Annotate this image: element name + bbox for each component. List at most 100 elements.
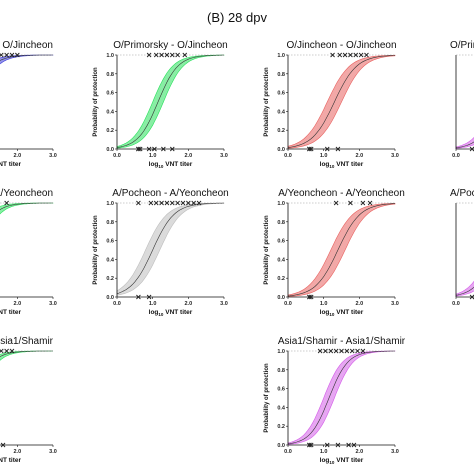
panel-title: - Asia1/Shamir bbox=[0, 336, 54, 347]
protected-marker bbox=[333, 200, 339, 206]
protected-marker bbox=[182, 52, 188, 58]
panel-partial-1: - A/Yeoncheon 2.0 3.0 VNT titer bbox=[0, 188, 57, 316]
protected-marker bbox=[180, 200, 186, 206]
x-tick-label: 0.0 bbox=[452, 301, 460, 307]
protected-marker bbox=[4, 200, 9, 206]
unprotected-marker bbox=[0, 442, 6, 448]
unprotected-marker bbox=[469, 294, 474, 300]
y-tick-label: 0.8 bbox=[106, 220, 114, 226]
y-tick-label: 0.0 bbox=[277, 443, 285, 449]
panel-title: - A/Yeoncheon bbox=[0, 188, 53, 199]
y-tick-label: 0.2 bbox=[277, 128, 285, 134]
protected-marker bbox=[337, 52, 343, 58]
x-tick-label: 3.0 bbox=[49, 301, 57, 307]
protected-marker bbox=[159, 200, 164, 206]
x-tick-label: 3.0 bbox=[391, 301, 399, 307]
unprotected-marker bbox=[469, 146, 474, 152]
x-tick-label: 1.0 bbox=[320, 301, 328, 307]
protected-marker bbox=[353, 52, 359, 58]
x-tick-label: 2.0 bbox=[185, 153, 193, 159]
x-tick-label: 2.0 bbox=[356, 301, 364, 307]
fitted-curve bbox=[287, 350, 395, 445]
y-tick-label: 1.0 bbox=[277, 53, 285, 59]
x-axis-label: VNT titer bbox=[0, 457, 22, 464]
protected-marker bbox=[358, 52, 364, 58]
x-tick-label: 2.0 bbox=[185, 301, 193, 307]
y-tick-label: 0.8 bbox=[277, 220, 285, 226]
confidence-band bbox=[116, 202, 225, 296]
y-tick-label: 0.2 bbox=[277, 276, 285, 282]
x-tick-label: 3.0 bbox=[220, 301, 228, 307]
protected-marker bbox=[317, 348, 323, 354]
x-axis-label: log10 VNT titer bbox=[149, 161, 193, 169]
unprotected-marker bbox=[351, 442, 357, 448]
protected-marker bbox=[349, 348, 355, 354]
y-tick-label: 0.0 bbox=[106, 147, 114, 153]
protected-marker bbox=[360, 200, 366, 206]
y-tick-label: 0.0 bbox=[277, 295, 285, 301]
y-tick-label: 0.8 bbox=[277, 368, 285, 374]
protected-marker bbox=[339, 348, 344, 354]
y-tick-label: 0.0 bbox=[277, 147, 285, 153]
protected-marker bbox=[191, 200, 197, 206]
y-tick-label: 1.0 bbox=[277, 349, 285, 355]
x-tick-label: 3.0 bbox=[391, 153, 399, 159]
x-axis-label: log10 VNT titer bbox=[320, 161, 364, 169]
y-tick-label: 1.0 bbox=[106, 201, 114, 207]
y-tick-label: 0.4 bbox=[277, 405, 286, 411]
y-tick-label: 1.0 bbox=[106, 53, 114, 59]
x-tick-label: 3.0 bbox=[391, 449, 399, 455]
panel-5: Asia1/Shamir - Asia1/Shamir 0.0 1.0 2.0 3.0 0… bbox=[264, 336, 406, 465]
unprotected-marker bbox=[324, 442, 330, 448]
protected-marker bbox=[342, 52, 348, 58]
confidence-band bbox=[0, 54, 54, 65]
protected-marker bbox=[0, 52, 4, 58]
x-tick-label: 3.0 bbox=[49, 153, 57, 159]
y-tick-label: 0.6 bbox=[106, 239, 114, 245]
x-tick-label: 2.0 bbox=[14, 449, 22, 455]
y-tick-label: 0.6 bbox=[106, 91, 114, 97]
x-axis-label: VNT titer bbox=[0, 309, 22, 316]
x-axis-label: log10 VNT titer bbox=[320, 457, 364, 465]
protected-marker bbox=[169, 200, 175, 206]
panel-partial-0: - O/Jincheon 2.0 3.0 VNT titer bbox=[0, 40, 57, 168]
panel-title: A/Pocheon - A/Yeoncheon bbox=[112, 188, 228, 199]
x-tick-label: 3.0 bbox=[49, 449, 57, 455]
protected-marker bbox=[330, 52, 335, 58]
panel-partial-2: - Asia1/Shamir 2.0 3.0 VNT titer bbox=[0, 336, 57, 464]
protected-marker bbox=[15, 52, 20, 58]
y-axis-label: Probability of protection bbox=[264, 215, 270, 285]
confidence-band bbox=[116, 54, 225, 149]
unprotected-marker bbox=[146, 146, 152, 152]
y-tick-label: 0.4 bbox=[106, 257, 115, 263]
unprotected-marker bbox=[307, 294, 312, 300]
confidence-band bbox=[0, 350, 54, 361]
section-label: (B) 28 dpv bbox=[207, 10, 267, 25]
panel-4: A/Yeoncheon - A/Yeoncheon 0.0 1.0 2.0 3.0 0.0… bbox=[264, 188, 405, 317]
fitted-curve bbox=[116, 202, 225, 294]
fitted-curve bbox=[0, 202, 53, 211]
x-tick-label: 0.0 bbox=[284, 301, 292, 307]
x-tick-label: 0.0 bbox=[113, 301, 121, 307]
panel-partial-4: A/Pocheon - A 0.0 bbox=[450, 188, 474, 307]
y-tick-label: 0.2 bbox=[277, 424, 285, 430]
protected-marker bbox=[146, 52, 152, 58]
y-axis-label: Probability of protection bbox=[264, 67, 270, 137]
unprotected-marker bbox=[308, 442, 314, 448]
fitted-curve bbox=[0, 54, 53, 61]
y-tick-label: 0.4 bbox=[106, 109, 115, 115]
x-tick-label: 2.0 bbox=[356, 153, 364, 159]
unprotected-marker bbox=[136, 294, 141, 300]
unprotected-marker bbox=[346, 442, 351, 448]
panel-title: - O/Jincheon bbox=[0, 40, 53, 51]
fitted-curve bbox=[0, 350, 53, 357]
protected-marker bbox=[186, 200, 191, 206]
x-tick-label: 1.0 bbox=[320, 153, 328, 159]
confidence-band bbox=[287, 54, 396, 149]
unprotected-marker bbox=[335, 146, 341, 152]
x-tick-label: 1.0 bbox=[320, 449, 328, 455]
protected-marker bbox=[159, 52, 164, 58]
panel-3: A/Pocheon - A/Yeoncheon 0.0 1.0 2.0 3.0 0.0 0.… bbox=[93, 188, 229, 317]
x-tick-label: 0.0 bbox=[284, 153, 292, 159]
